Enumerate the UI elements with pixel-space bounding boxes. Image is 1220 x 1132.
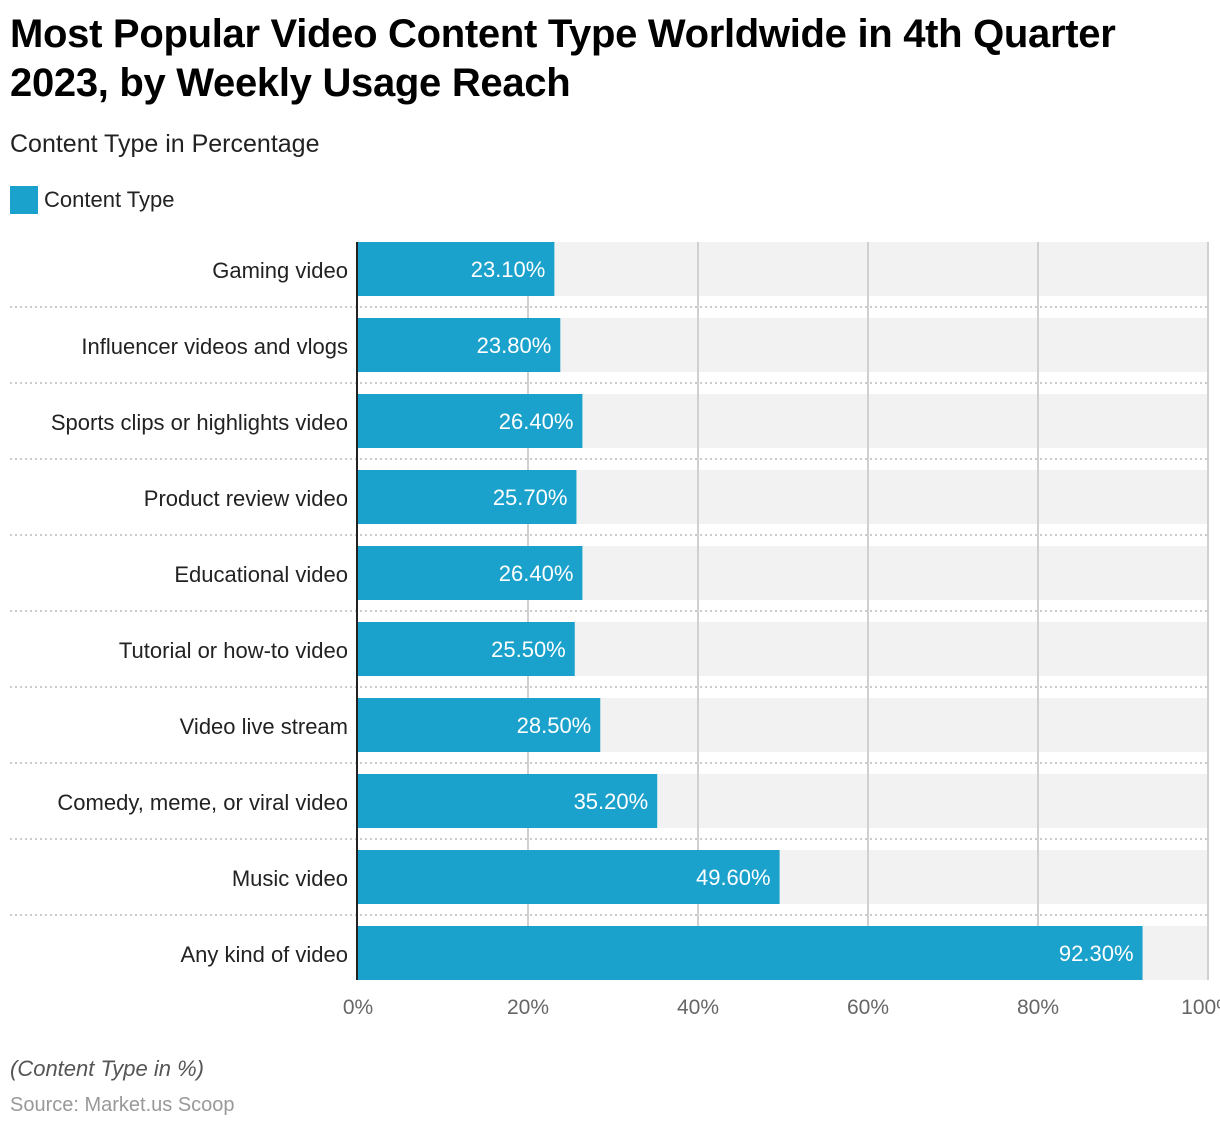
legend-swatch (10, 186, 38, 214)
bar (358, 242, 555, 296)
x-tick-label: 20% (507, 996, 549, 1019)
bar-value-label: 92.30% (1059, 941, 1134, 966)
category-label: Any kind of video (180, 942, 348, 967)
category-label: Educational video (174, 562, 348, 587)
category-label: Comedy, meme, or viral video (57, 790, 348, 815)
source: Source: Market.us Scoop (10, 1094, 235, 1116)
category-label: Gaming video (212, 258, 348, 283)
bar (358, 470, 577, 524)
bar-value-label: 26.40% (499, 409, 574, 434)
chart-title: Most Popular Video Content Type Worldwid… (10, 12, 1116, 105)
category-label: Sports clips or highlights video (51, 410, 348, 435)
bar (358, 318, 561, 372)
x-tick-label: 60% (847, 996, 889, 1019)
bar-value-label: 28.50% (517, 713, 592, 738)
bar-value-label: 49.60% (696, 865, 771, 890)
bar-value-label: 23.10% (471, 257, 546, 282)
bar (358, 546, 583, 600)
footnote: (Content Type in %) (10, 1056, 205, 1081)
bar (358, 394, 583, 448)
category-label: Tutorial or how-to video (119, 638, 348, 663)
bar-value-label: 35.20% (574, 789, 649, 814)
category-label: Video live stream (180, 714, 348, 739)
category-label: Product review video (144, 486, 348, 511)
legend: Content Type (10, 186, 174, 214)
x-tick-label: 0% (343, 996, 373, 1019)
category-label: Influencer videos and vlogs (81, 334, 348, 359)
bar (358, 698, 601, 752)
chart-subtitle: Content Type in Percentage (10, 130, 320, 158)
legend-label: Content Type (44, 187, 175, 212)
bar-value-label: 23.80% (477, 333, 552, 358)
bar (358, 850, 780, 904)
bar (358, 774, 658, 828)
category-label: Music video (232, 866, 348, 891)
x-tick-label: 100% (1181, 996, 1220, 1019)
bar (358, 622, 575, 676)
bar-value-label: 26.40% (499, 561, 574, 586)
bar-value-label: 25.70% (493, 485, 568, 510)
bar (358, 926, 1143, 980)
x-tick-label: 80% (1017, 996, 1059, 1019)
bar-value-label: 25.50% (491, 637, 566, 662)
x-tick-label: 40% (677, 996, 719, 1019)
